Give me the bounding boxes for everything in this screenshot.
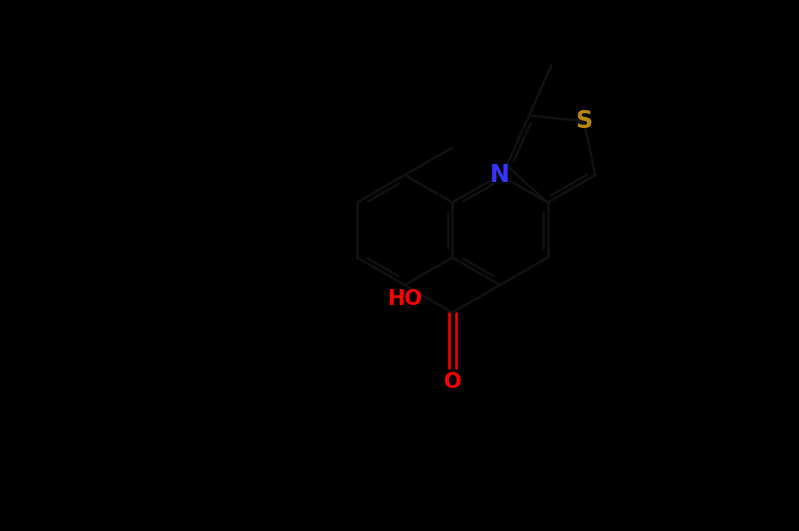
Text: N: N <box>490 163 510 187</box>
Text: O: O <box>443 372 461 391</box>
Text: S: S <box>575 109 592 133</box>
Text: HO: HO <box>388 289 422 309</box>
